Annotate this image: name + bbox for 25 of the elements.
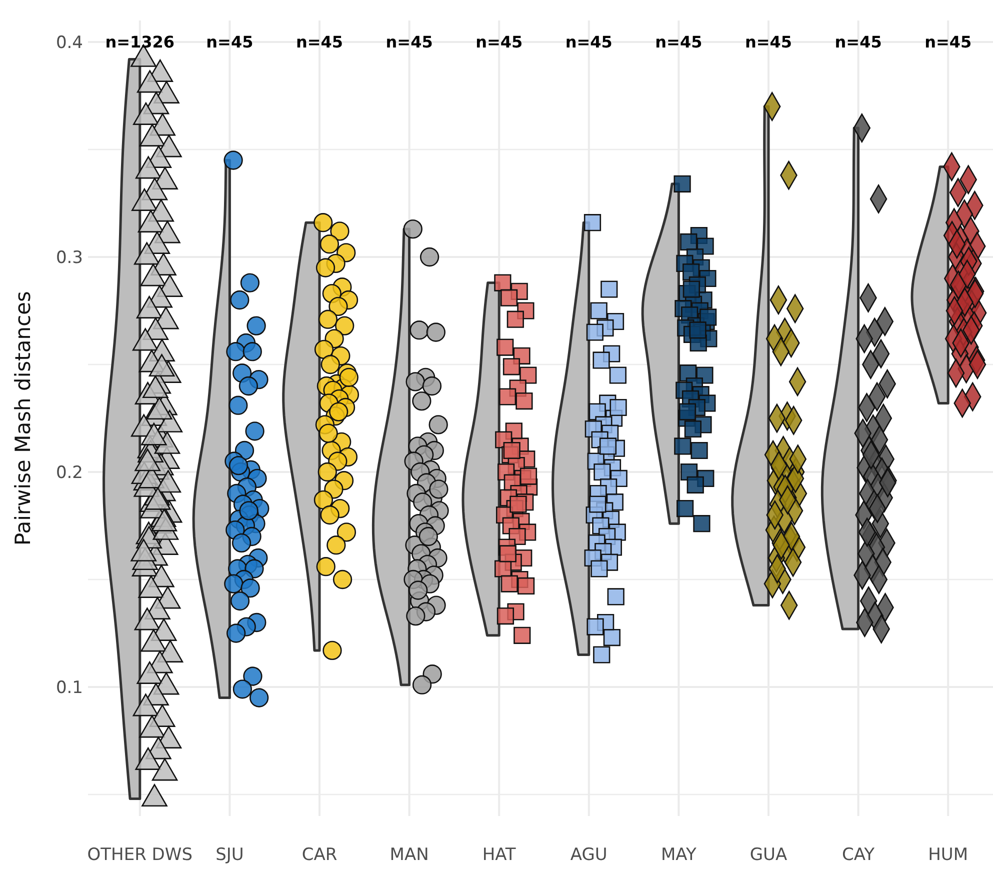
annotation: n=45 bbox=[206, 32, 254, 52]
y-tick-label: 0.1 bbox=[56, 678, 83, 698]
y-axis-title: Pairwise Mash distances bbox=[11, 291, 35, 546]
x-tick-label: AGU bbox=[570, 845, 608, 865]
y-tick-label: 0.4 bbox=[56, 32, 83, 53]
x-tick-label: HAT bbox=[482, 845, 516, 865]
x-tick-label: OTHER DWS bbox=[87, 845, 192, 865]
x-tick-label: HUM bbox=[928, 845, 968, 865]
annotation: n=45 bbox=[834, 32, 882, 52]
x-tick-label: CAR bbox=[302, 845, 338, 865]
annotation: n=45 bbox=[924, 32, 972, 52]
annotation: n=45 bbox=[565, 32, 612, 52]
y-tick-label: 0.3 bbox=[56, 248, 83, 268]
annotation: n=1326 bbox=[105, 32, 175, 52]
annotation: n=45 bbox=[386, 32, 433, 52]
annotation: n=45 bbox=[744, 32, 792, 52]
annotation: n=45 bbox=[296, 32, 344, 52]
y-tick-label: 0.2 bbox=[56, 462, 83, 483]
x-tick-label: SJU bbox=[216, 845, 244, 865]
x-tick-label: CAY bbox=[842, 845, 876, 865]
x-tick-label: MAY bbox=[661, 845, 697, 865]
annotation: n=45 bbox=[655, 32, 702, 52]
annotation: n=45 bbox=[476, 32, 523, 52]
x-tick-label: GUA bbox=[750, 845, 788, 865]
x-tick-label: MAN bbox=[390, 845, 429, 865]
